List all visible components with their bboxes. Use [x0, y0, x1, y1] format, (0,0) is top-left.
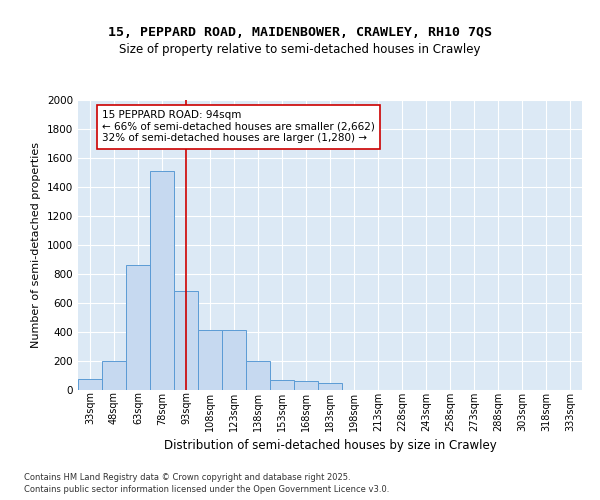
X-axis label: Distribution of semi-detached houses by size in Crawley: Distribution of semi-detached houses by …: [164, 439, 496, 452]
Y-axis label: Number of semi-detached properties: Number of semi-detached properties: [31, 142, 41, 348]
Text: Contains public sector information licensed under the Open Government Licence v3: Contains public sector information licen…: [24, 485, 389, 494]
Text: 15 PEPPARD ROAD: 94sqm
← 66% of semi-detached houses are smaller (2,662)
32% of : 15 PEPPARD ROAD: 94sqm ← 66% of semi-det…: [102, 110, 375, 144]
Bar: [102, 361, 126, 390]
Text: Size of property relative to semi-detached houses in Crawley: Size of property relative to semi-detach…: [119, 44, 481, 57]
Text: Contains HM Land Registry data © Crown copyright and database right 2025.: Contains HM Land Registry data © Crown c…: [24, 472, 350, 482]
Bar: [246, 361, 270, 390]
Bar: [270, 380, 294, 390]
Bar: [126, 266, 150, 390]
Bar: [222, 330, 246, 390]
Bar: [294, 382, 318, 390]
Text: 15, PEPPARD ROAD, MAIDENBOWER, CRAWLEY, RH10 7QS: 15, PEPPARD ROAD, MAIDENBOWER, CRAWLEY, …: [108, 26, 492, 39]
Bar: [198, 330, 222, 390]
Bar: [150, 171, 174, 390]
Bar: [78, 379, 102, 390]
Bar: [174, 292, 198, 390]
Bar: [318, 383, 342, 390]
